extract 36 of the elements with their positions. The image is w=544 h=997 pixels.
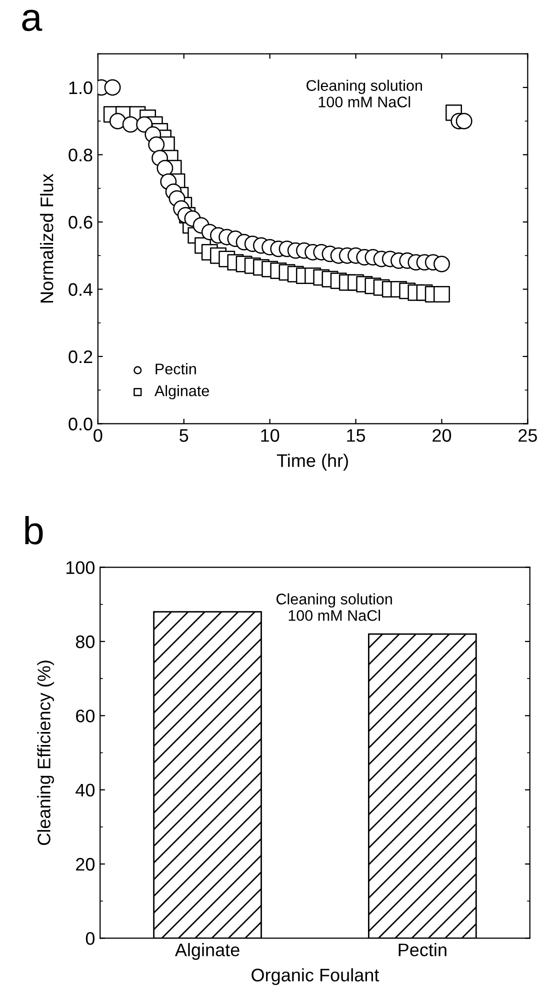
y-tick-label: 0 bbox=[86, 932, 95, 945]
y-tick-label: 1.0 bbox=[69, 81, 92, 94]
x-axis-title: Time (hr) bbox=[276, 454, 348, 471]
point bbox=[136, 116, 153, 133]
y-axis-title: Cleaning Efficiency (%) bbox=[37, 660, 54, 845]
legend-label: Alginate bbox=[154, 385, 209, 400]
y-tick-label: 0.2 bbox=[68, 350, 92, 364]
annotation: Cleaning solution 100 mM NaCl bbox=[276, 593, 392, 621]
chart-title: b bbox=[25, 516, 43, 545]
y-tick-label: 60 bbox=[76, 710, 95, 722]
point bbox=[456, 112, 472, 130]
y-tick-label: 20 bbox=[76, 858, 95, 871]
point bbox=[156, 160, 174, 176]
y-tick-label: 80 bbox=[76, 635, 95, 648]
x-tick-label: 15 bbox=[347, 429, 366, 442]
point bbox=[122, 116, 139, 133]
y-axis-title: Normalized Flux bbox=[40, 174, 54, 303]
y-tick-label: 0.0 bbox=[68, 418, 92, 430]
x-tick-label: 10 bbox=[261, 429, 280, 442]
point bbox=[433, 256, 450, 272]
annotation: Cleaning solution 100 mM NaCl bbox=[306, 80, 422, 108]
chart-title: a bbox=[22, 10, 42, 32]
point bbox=[148, 136, 165, 153]
y-tick-label: 100 bbox=[66, 561, 95, 574]
point bbox=[109, 112, 126, 130]
point bbox=[104, 79, 121, 96]
x-tick-label: 20 bbox=[432, 429, 452, 442]
y-tick-label: 0.8 bbox=[68, 148, 92, 162]
y-tick-label: 0.6 bbox=[68, 216, 92, 229]
y-tick-label: 40 bbox=[76, 784, 95, 797]
legend-label: Pectin bbox=[156, 363, 196, 374]
x-axis-title: Organic Foulant bbox=[252, 968, 380, 986]
point bbox=[433, 286, 450, 302]
x-tick-label: 5 bbox=[180, 429, 188, 442]
x-tick-label: 25 bbox=[518, 429, 537, 442]
y-tick-label: 0.4 bbox=[68, 283, 93, 296]
